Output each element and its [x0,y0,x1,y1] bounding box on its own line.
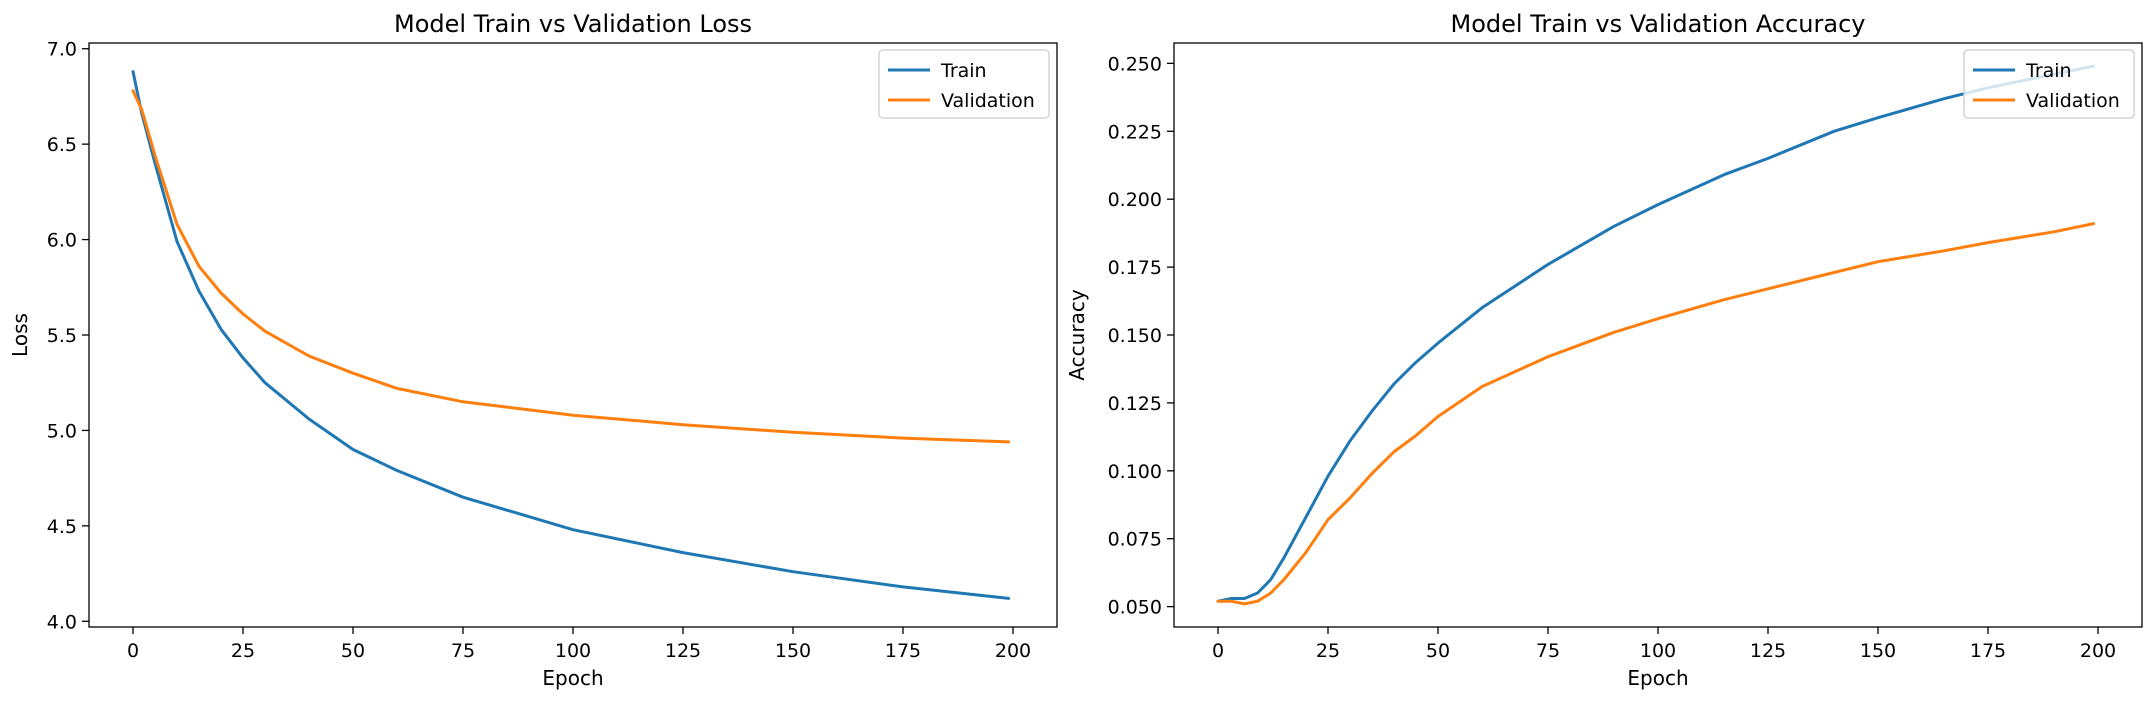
axes-frame [88,42,1058,628]
y-tick-label: 6.0 [47,230,77,252]
y-tick-label: 0.175 [1108,257,1162,279]
y-tick-label: 4.0 [47,611,77,633]
x-tick-label: 125 [665,640,701,662]
x-tick-label: 50 [1426,640,1450,662]
x-tick-label: 0 [1212,640,1224,662]
y-tick-label: 4.5 [47,516,77,538]
y-tick-label: 6.5 [47,134,77,156]
x-tick-label: 200 [995,640,1031,662]
legend-label: Train [940,60,987,82]
legend-label: Validation [941,90,1035,112]
x-tick-label: 100 [1640,640,1676,662]
y-tick-label: 5.5 [47,325,77,347]
y-tick-label: 0.100 [1108,461,1162,483]
x-tick-label: 25 [231,640,255,662]
accuracy-chart: Model Train vs Validation Accuracy 0 25 50 7… [1065,10,2143,690]
y-axis-label: Loss [8,313,32,357]
x-tick-label: 100 [555,640,591,662]
x-tick-label: 175 [1970,640,2006,662]
y-tick-label: 7.0 [47,39,77,61]
series-line-train [131,70,1011,600]
x-tick-label: 150 [775,640,811,662]
x-tick-label: 150 [1860,640,1896,662]
y-tick-label: 0.200 [1108,189,1162,211]
legend-label: Train [2025,60,2072,82]
legend: Train Validation [878,49,1050,119]
axes-frame [1173,42,2143,628]
y-tick-label: 0.150 [1108,325,1162,347]
legend: Train Validation [1963,49,2135,119]
chart-title: Model Train vs Validation Loss [394,10,752,38]
x-tick-label: 175 [885,640,921,662]
series-line-validation [131,89,1011,444]
x-axis-label: Epoch [1627,666,1688,690]
y-tick-label: 0.075 [1108,529,1162,551]
y-tick-label: 0.050 [1108,597,1162,619]
chart-title: Model Train vs Validation Accuracy [1451,10,1866,38]
x-tick-label: 125 [1750,640,1786,662]
legend-label: Validation [2026,90,2120,112]
x-tick-label: 75 [451,640,475,662]
x-tick-label: 50 [341,640,365,662]
loss-chart: Model Train vs Validation Loss 0 25 50 75 100… [8,10,1058,690]
x-tick-label: 200 [2080,640,2116,662]
x-tick-label: 75 [1536,640,1560,662]
x-axis-label: Epoch [542,666,603,690]
x-tick-label: 0 [127,640,139,662]
y-tick-label: 0.225 [1108,121,1162,143]
y-tick-label: 0.125 [1108,393,1162,415]
y-axis-label: Accuracy [1065,289,1089,380]
series-line-validation [1216,222,2096,606]
x-tick-label: 25 [1316,640,1340,662]
y-tick-label: 0.250 [1108,53,1162,75]
y-tick-label: 5.0 [47,420,77,442]
series-line-train [1216,64,2096,603]
